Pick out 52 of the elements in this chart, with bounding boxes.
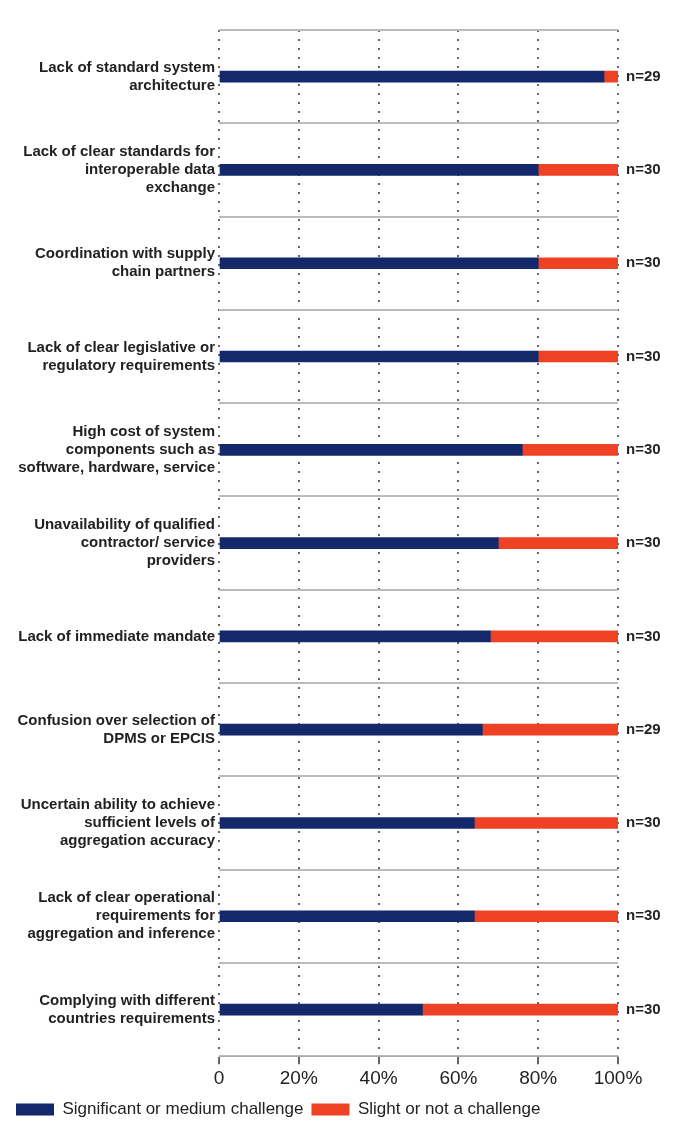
bar: [219, 70, 605, 83]
x-tick-label: 100%: [593, 1066, 643, 1088]
bar: [219, 723, 483, 736]
text: n=30: [626, 346, 661, 364]
y-tick-label: Uncertain ability to achieve sufficient levels of aggregation accuracy: [20, 795, 216, 849]
bar: [482, 723, 618, 736]
text: n=30: [626, 999, 661, 1017]
x-tick-label: 40%: [359, 1066, 398, 1088]
x-tick-label: 60%: [439, 1066, 478, 1088]
bar: [489, 630, 618, 643]
text: n=30: [626, 439, 661, 457]
y-tick-label: Confusion over selection of DPMS or EPCIS: [17, 710, 216, 746]
y-tick-label: Complying with different countries requirements: [39, 990, 215, 1026]
text: n=30: [626, 533, 661, 551]
text: n=30: [626, 160, 661, 178]
y-tick-label: Lack of clear legislative or regulatory requirements: [27, 337, 216, 373]
bar: [219, 817, 475, 829]
bar: [537, 257, 618, 270]
x-tick-label: 0: [213, 1066, 225, 1088]
text: n=29: [626, 66, 661, 84]
y-tick-label: Unavailability of qualified contractor/ service providers: [34, 515, 215, 569]
bar: [219, 164, 539, 176]
y-tick-label: Lack of clear standards for interoperable data exchange: [23, 142, 216, 196]
bar: [219, 350, 539, 363]
bar: [603, 70, 618, 83]
legend-label: Slight or not a challenge: [357, 1099, 541, 1119]
bar: [219, 257, 539, 270]
bar: [219, 443, 523, 456]
y-tick-label: Lack of standard system architecture: [39, 57, 215, 93]
bar: [497, 537, 618, 549]
bar: [474, 817, 618, 829]
legend-label: Significant or medium challenge: [62, 1099, 304, 1119]
bar: [219, 1003, 423, 1016]
x-tick-label: 80%: [519, 1066, 558, 1088]
y-tick-label: High cost of system components such as software, hardware, service: [18, 421, 215, 475]
bar: [537, 350, 618, 363]
x-tick-label: 20%: [279, 1066, 318, 1088]
bar: [537, 164, 618, 176]
y-tick-label: Coordination with supply chain partners: [35, 244, 216, 280]
y-tick-label: Lack of clear operational requirements for aggregation and inference: [27, 888, 216, 942]
bar: [219, 630, 491, 643]
bar: [219, 537, 499, 549]
text: n=30: [626, 626, 661, 644]
y-tick-label: Lack of immediate mandate: [18, 626, 215, 644]
text: n=30: [626, 906, 661, 924]
bar: [219, 910, 475, 923]
bar: [474, 910, 618, 923]
text: n=29: [626, 719, 661, 737]
text: n=30: [626, 253, 661, 271]
bar: [521, 443, 618, 456]
bar: [422, 1003, 618, 1016]
text: n=30: [626, 813, 661, 831]
